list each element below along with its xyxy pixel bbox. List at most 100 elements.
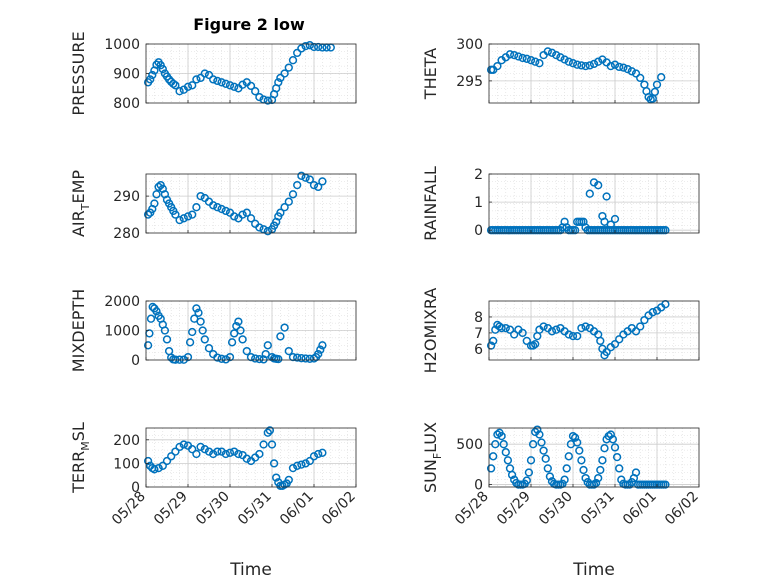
y-tick-label: 500 (456, 437, 483, 453)
data-point (276, 208, 285, 217)
data-point (486, 464, 496, 473)
x-tick-label: 05/28 (452, 489, 492, 529)
data-point (610, 339, 620, 349)
x-tick-label: 05/30 (193, 489, 233, 529)
data-point (305, 41, 314, 50)
data-point (573, 331, 582, 341)
data-point (610, 60, 620, 69)
data-point (594, 473, 603, 483)
data-point (535, 59, 544, 68)
data-point (636, 322, 645, 331)
data-point (255, 92, 264, 102)
data-point (146, 75, 155, 84)
y-tick-label: 6 (474, 342, 483, 358)
data-point (573, 60, 582, 69)
data-point (293, 353, 302, 362)
data-point (316, 345, 325, 354)
data-point (581, 473, 590, 483)
data-point (200, 335, 209, 344)
y-axis-label-main: H2OMIXRA (421, 288, 440, 374)
data-point (301, 354, 310, 363)
x-tick-label: 06/01 (277, 489, 317, 529)
data-point (196, 73, 205, 83)
y-axis-label: AIRTEMP (69, 170, 92, 237)
data-point (524, 468, 534, 477)
x-tick-label: 06/02 (662, 489, 702, 529)
data-point (631, 468, 641, 477)
data-point (148, 70, 157, 80)
data-point (522, 54, 531, 63)
data-point (179, 440, 188, 449)
x-tick-label: 06/01 (620, 489, 660, 529)
data-point (265, 426, 275, 435)
data-point (150, 465, 159, 474)
data-point (179, 214, 188, 223)
data-point (314, 349, 323, 359)
data-point (160, 326, 170, 335)
data-point (625, 480, 634, 489)
data-point (221, 206, 230, 216)
x-tick-label: 05/31 (235, 489, 275, 529)
y-tick-label: 1000 (104, 324, 140, 340)
subplot-terr_msl: 0 100 200 05/28 05/29 05/30 05/31 06/01 06/02 TER… (69, 422, 359, 528)
subplot-pressure: 800 900 1000 PRESSURE (69, 31, 357, 116)
axes-box (488, 43, 700, 104)
data-point (263, 227, 272, 236)
data-point (164, 75, 174, 84)
data-point (493, 61, 502, 71)
x-tick-label: 05/30 (536, 489, 576, 529)
data-point (493, 430, 502, 439)
data-point (579, 465, 588, 475)
data-point (269, 459, 279, 468)
data-point (209, 75, 218, 84)
data-point (221, 355, 230, 364)
y-axis-label-main: TERR (69, 451, 88, 494)
data-point (297, 354, 306, 363)
data-point (246, 214, 256, 223)
data-point (204, 70, 214, 80)
data-point (510, 50, 519, 60)
data-point (284, 346, 293, 356)
data-point (615, 62, 624, 72)
data-point (497, 431, 506, 441)
data-point (251, 87, 260, 96)
data-point (489, 336, 498, 346)
data-point (158, 64, 167, 74)
data-point (246, 352, 256, 362)
data-point (225, 81, 235, 90)
data-point (297, 460, 306, 469)
x-tick-label: 05/31 (578, 489, 618, 529)
data-point (246, 81, 256, 91)
data-point (657, 73, 666, 82)
data-point (251, 354, 260, 363)
data-point (507, 470, 517, 480)
x-tick-label: 05/28 (109, 489, 149, 529)
data-point (238, 80, 247, 89)
data-point (272, 473, 281, 482)
data-point (255, 449, 264, 459)
data-point (661, 480, 670, 489)
y-tick-label: 0 (474, 478, 483, 494)
figure-title: Figure 2 low (193, 15, 305, 34)
data-point (568, 431, 578, 441)
y-tick-label: 300 (456, 37, 483, 53)
data-point (196, 191, 205, 201)
data-point (552, 325, 561, 334)
data-point (200, 69, 209, 78)
data-point (589, 59, 599, 69)
data-point (274, 354, 283, 364)
y-axis-label: PRESSURE (69, 31, 88, 115)
x-tick-label: 05/29 (151, 489, 191, 529)
data-point (238, 335, 247, 344)
data-point (602, 347, 611, 357)
data-point (600, 444, 609, 453)
data-point (648, 308, 657, 317)
data-point (505, 50, 515, 59)
data-point (175, 215, 184, 225)
data-point (560, 55, 569, 64)
data-point (545, 472, 555, 481)
data-point (143, 210, 153, 219)
data-point (185, 338, 195, 347)
